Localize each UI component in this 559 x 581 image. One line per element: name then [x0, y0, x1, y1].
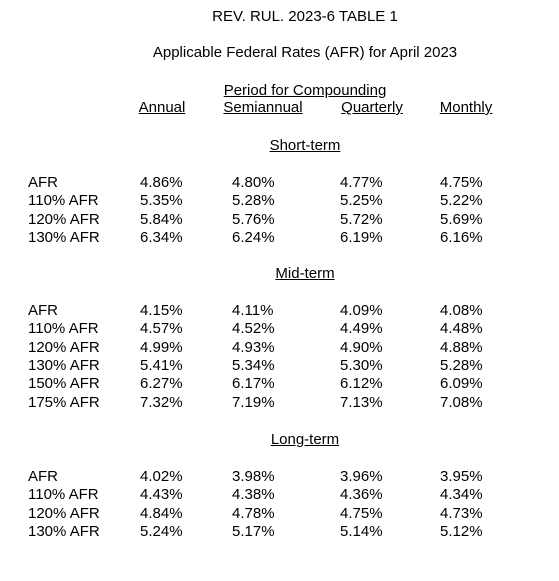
rate-value: 5.28%	[440, 356, 483, 374]
rate-value: 4.78%	[232, 504, 275, 522]
rate-value: 5.22%	[440, 192, 483, 210]
rate-value: 4.02%	[140, 468, 183, 485]
rate-value: 4.09%	[340, 302, 383, 319]
row-label: 150% AFR	[28, 375, 100, 393]
rate-value: 4.93%	[232, 338, 275, 356]
row-label: 175% AFR	[28, 393, 100, 411]
row-label: AFR	[28, 302, 58, 319]
rate-value: 4.99%	[140, 338, 183, 356]
rate-value: 6.34%	[140, 228, 183, 246]
row-label: 110% AFR	[28, 320, 99, 338]
rate-value: 4.11%	[232, 302, 274, 319]
rate-value: 4.80%	[232, 174, 275, 191]
column-header: Annual	[138, 99, 186, 116]
rate-value: 6.12%	[340, 375, 383, 393]
rate-value: 4.90%	[340, 338, 383, 356]
rate-value: 4.36%	[340, 486, 383, 504]
rate-value: 5.28%	[232, 192, 275, 210]
row-label: 110% AFR	[28, 486, 99, 504]
rate-value: 6.09%	[440, 375, 483, 393]
row-label: 130% AFR	[28, 356, 100, 374]
row-label: AFR	[28, 174, 58, 191]
title: REV. RUL. 2023-6 TABLE 1	[212, 8, 398, 25]
rate-value: 4.15%	[140, 302, 183, 319]
rate-value: 6.17%	[232, 375, 275, 393]
rate-value: 4.34%	[440, 486, 483, 504]
rate-value: 4.38%	[232, 486, 275, 504]
subtitle: Applicable Federal Rates (AFR) for April…	[152, 44, 458, 61]
rate-value: 3.98%	[232, 468, 275, 485]
rate-value: 5.69%	[440, 210, 483, 228]
rate-value: 4.48%	[440, 320, 483, 338]
rate-value: 4.86%	[140, 174, 183, 191]
rate-value: 5.72%	[340, 210, 383, 228]
rate-value: 6.16%	[440, 228, 483, 246]
section-title: Short-term	[269, 137, 341, 154]
rate-value: 5.25%	[340, 192, 383, 210]
rate-value: 5.76%	[232, 210, 275, 228]
rate-value: 7.19%	[232, 393, 275, 411]
row-label: 120% AFR	[28, 210, 100, 228]
rate-value: 4.08%	[440, 302, 483, 319]
section-title: Mid-term	[275, 265, 335, 282]
rate-value: 7.32%	[140, 393, 183, 411]
rate-value: 5.84%	[140, 210, 183, 228]
column-group: Period for Compounding	[223, 82, 387, 99]
rate-value: 5.12%	[440, 522, 483, 540]
row-label: 110% AFR	[28, 192, 99, 210]
rate-value: 5.41%	[140, 356, 183, 374]
rate-value: 6.19%	[340, 228, 383, 246]
rate-value: 5.30%	[340, 356, 383, 374]
row-label: 120% AFR	[28, 338, 100, 356]
rate-value: 6.27%	[140, 375, 183, 393]
rate-value: 7.08%	[440, 393, 483, 411]
rate-value: 4.75%	[340, 504, 383, 522]
rate-value: 4.73%	[440, 504, 483, 522]
row-label: 130% AFR	[28, 522, 100, 540]
rate-value: 5.17%	[232, 522, 275, 540]
rate-value: 3.95%	[440, 468, 483, 485]
rate-value: 5.34%	[232, 356, 275, 374]
rate-value: 4.57%	[140, 320, 183, 338]
section-title: Long-term	[270, 431, 340, 448]
rate-value: 4.52%	[232, 320, 275, 338]
column-header: Monthly	[439, 99, 493, 116]
column-header: Quarterly	[341, 99, 403, 116]
rate-value: 4.49%	[340, 320, 383, 338]
row-label: AFR	[28, 468, 58, 485]
rate-value: 4.43%	[140, 486, 183, 504]
column-header: Semiannual	[223, 99, 303, 116]
rate-value: 4.88%	[440, 338, 483, 356]
rate-value: 7.13%	[340, 393, 383, 411]
rate-value: 5.35%	[140, 192, 183, 210]
rate-value: 6.24%	[232, 228, 275, 246]
rate-value: 3.96%	[340, 468, 383, 485]
rate-value: 5.14%	[340, 522, 383, 540]
row-label: 120% AFR	[28, 504, 100, 522]
row-label: 130% AFR	[28, 228, 100, 246]
rate-value: 4.84%	[140, 504, 183, 522]
rate-value: 4.75%	[440, 174, 483, 191]
rate-value: 5.24%	[140, 522, 183, 540]
rate-value: 4.77%	[340, 174, 383, 191]
